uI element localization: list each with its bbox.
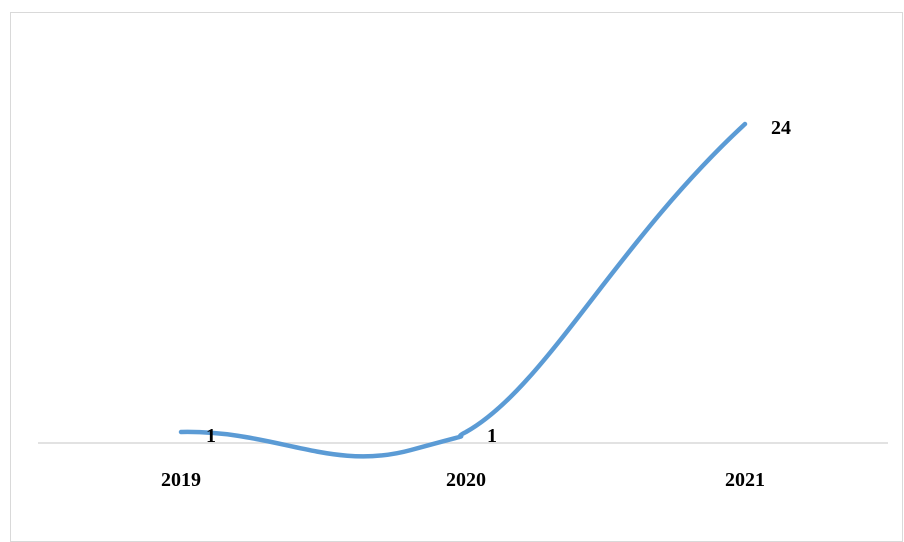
data-labels: 1 1 24 — [206, 117, 791, 447]
series-line — [178, 121, 748, 459]
data-label: 1 — [206, 425, 216, 447]
x-tick-labels: 2019 2020 2021 — [161, 469, 765, 491]
data-label: 24 — [771, 117, 791, 139]
data-label: 1 — [487, 425, 497, 447]
x-tick-label: 2020 — [446, 469, 486, 491]
x-tick-label: 2019 — [161, 469, 201, 491]
chart-area — [10, 12, 903, 542]
x-tick-label: 2021 — [725, 469, 765, 491]
